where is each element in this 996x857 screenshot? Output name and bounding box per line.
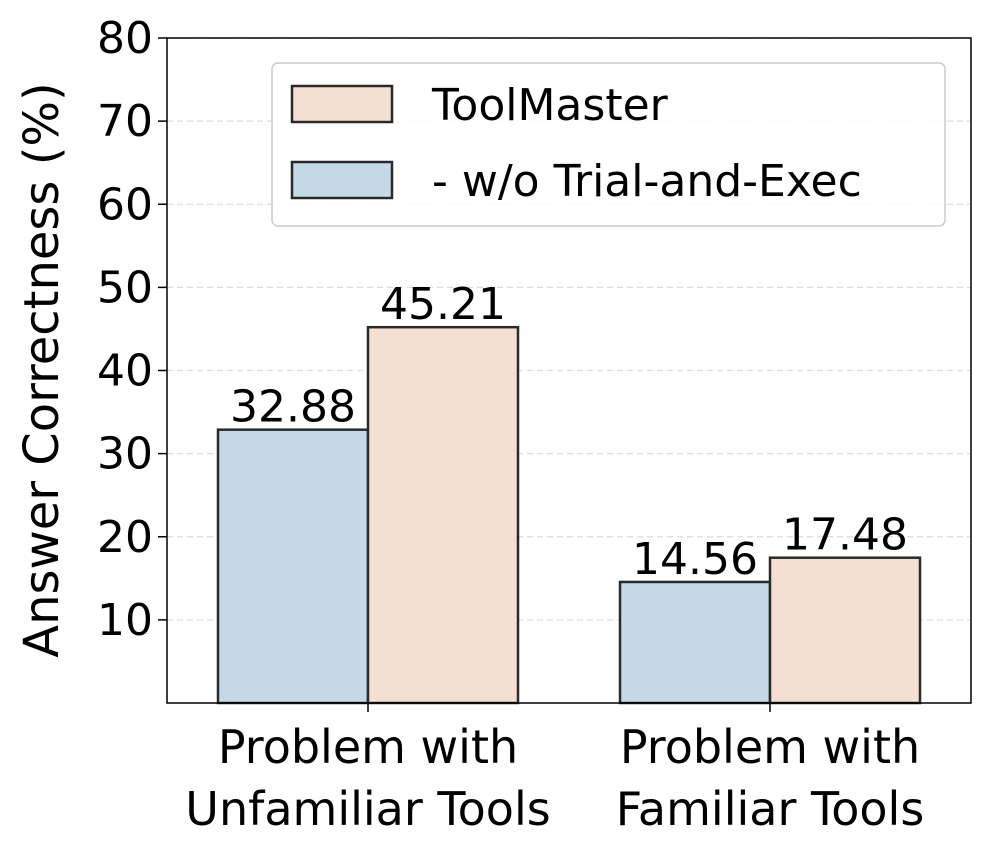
bar [366, 325, 520, 705]
legend-label: - w/o Trial-and-Exec [432, 156, 862, 207]
legend-swatch [290, 84, 394, 124]
y-tick-label: 20 [97, 512, 153, 563]
legend-box [271, 62, 946, 227]
value-label: 32.88 [230, 382, 356, 433]
y-tick-label: 60 [97, 179, 153, 230]
x-tick-label: Problem with Unfamiliar Tools [185, 720, 550, 836]
y-tick-label: 30 [97, 429, 153, 480]
bar [618, 580, 772, 705]
legend-label: ToolMaster [431, 80, 669, 131]
value-label: 45.21 [380, 279, 506, 330]
legend-swatch [290, 160, 394, 200]
value-label: 17.48 [782, 510, 908, 561]
y-tick-label: 10 [97, 595, 153, 646]
y-tick-label: 50 [97, 262, 153, 313]
bar [768, 556, 922, 705]
bar [216, 428, 370, 705]
y-tick-label: 70 [97, 96, 153, 147]
y-axis-label: Answer Correctness (%) [14, 82, 70, 658]
plot-frame [166, 37, 972, 704]
legend: ToolMaster - w/o Trial-and-Exec [271, 62, 946, 227]
y-tick-label: 40 [97, 346, 153, 397]
value-label: 14.56 [632, 534, 758, 585]
x-tick-label: Problem with Familiar Tools [616, 720, 925, 836]
y-tick-label: 80 [97, 13, 153, 64]
